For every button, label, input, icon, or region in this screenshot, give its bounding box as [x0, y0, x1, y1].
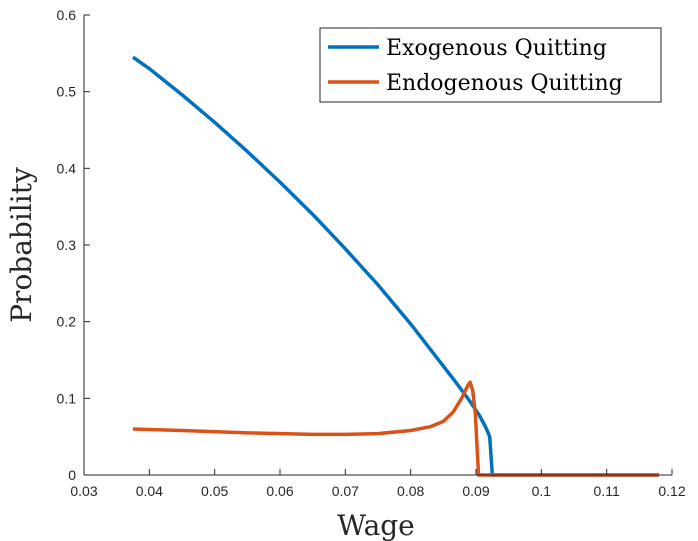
y-tick-label: 0.6	[57, 7, 77, 23]
y-tick-label: 0.4	[57, 160, 77, 176]
x-tick-label: 0.09	[462, 483, 489, 499]
legend-box	[319, 27, 662, 103]
x-tick-label: 0.05	[201, 483, 228, 499]
plot-area	[131, 55, 659, 477]
y-tick-label: 0.2	[57, 314, 77, 330]
y-axis-title: Probability	[5, 167, 38, 323]
x-tick-label: 0.04	[136, 483, 163, 499]
y-tick-label: 0	[68, 467, 76, 483]
series-line-2	[132, 380, 659, 477]
x-tick-label: 0.11	[594, 483, 620, 499]
x-tick-label: 0.07	[332, 483, 359, 499]
x-tick-label: 0.08	[397, 483, 424, 499]
y-tick-label: 0.3	[57, 237, 77, 253]
x-tick-label: 0.03	[70, 483, 97, 499]
legend-label-1: Exogenous Quitting	[386, 36, 607, 61]
axes: 0.03 0.04 0.05 0.06 0.07 0.08 0.09 0.1 0.11 0.12 0…	[57, 7, 686, 499]
x-tick-label: 0.12	[658, 483, 685, 499]
x-tick-label: 0.1	[532, 483, 552, 499]
x-axis-title: Wage	[337, 509, 415, 541]
y-tick-label: 0.1	[57, 390, 77, 406]
legend: Exogenous Quitting Endogenous Quitting	[319, 27, 662, 103]
legend-label-2: Endogenous Quitting	[386, 71, 623, 96]
x-tick-label: 0.06	[266, 483, 293, 499]
y-tick-label: 0.5	[57, 84, 77, 100]
series-line-1	[131, 55, 659, 477]
